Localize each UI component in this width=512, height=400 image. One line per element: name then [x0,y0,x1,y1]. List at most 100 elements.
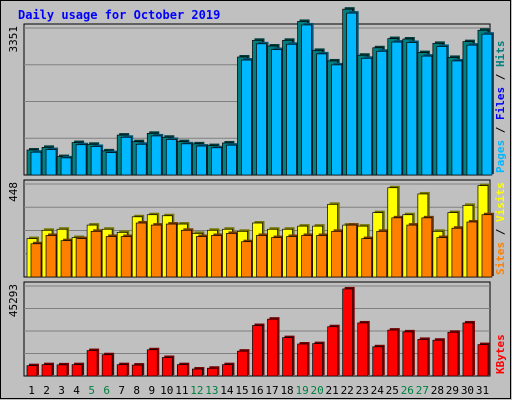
bar-sites-day-2 [45,235,57,278]
panel-max-label: 3351 [7,26,20,53]
bar-kbytes-day-10 [161,357,173,377]
bar-sites-day-20 [316,235,327,278]
bar-files-day-11 [180,143,192,176]
bar-sites-day-6 [105,236,117,278]
x-tick-label-day-28: 28 [431,384,444,397]
bar-files-day-28 [436,46,448,176]
bar-files-day-23 [361,57,373,176]
x-tick-label-day-11: 11 [175,384,188,397]
bar-sites-day-15 [241,241,252,278]
bar-sites-day-30 [466,221,478,278]
bar-sites-day-9 [150,224,162,278]
x-tick-label-day-25: 25 [386,384,399,397]
bar-sites-day-10 [165,223,177,278]
bar-sites-day-4 [75,238,87,278]
bar-sites-day-27 [421,217,433,278]
panel-side-legend: KBytes [494,334,507,374]
panel-max-label: 45293 [7,284,20,317]
legend-visits: Visits [494,182,507,222]
bar-sites-day-26 [406,224,418,278]
x-tick-label-day-12: 12 [190,384,203,397]
x-tick-label-day-10: 10 [160,384,173,397]
bar-sites-day-19 [301,235,312,278]
bar-kbytes-day-18 [282,337,293,377]
bar-kbytes-day-23 [357,322,369,377]
bar-files-day-17 [271,49,282,176]
x-tick-label-day-16: 16 [250,384,263,397]
bar-files-day-18 [286,43,297,176]
bar-sites-day-11 [180,229,192,278]
bar-sites-day-25 [391,217,403,278]
x-tick-label-day-6: 6 [103,384,110,397]
bar-files-day-24 [376,50,388,176]
x-tick-label-day-26: 26 [401,384,414,397]
legend-files: Files [494,87,507,120]
bar-kbytes-day-13 [207,367,218,377]
bar-files-day-29 [451,60,463,176]
bar-kbytes-day-1 [26,365,38,377]
x-tick-label-day-9: 9 [148,384,155,397]
x-tick-label-day-17: 17 [265,384,278,397]
bar-files-day-10 [165,139,177,176]
bar-files-day-30 [466,44,478,176]
bar-files-day-6 [105,152,117,176]
x-tick-label-day-24: 24 [371,384,385,397]
legend-separator: / [494,120,507,140]
legend-kbytes: KBytes [494,334,507,374]
bar-files-day-14 [226,144,237,176]
panel-hits-files: 3351 Pages / Files / Hits [7,7,507,176]
bar-sites-day-18 [286,236,297,278]
bar-files-day-25 [391,41,403,176]
x-tick-label-day-15: 15 [235,384,248,397]
bar-kbytes-day-3 [56,364,68,377]
bar-kbytes-day-30 [462,322,474,377]
legend-pages: Pages [494,140,507,173]
bar-sites-day-13 [211,235,222,278]
x-tick-label-day-30: 30 [461,384,474,397]
bar-kbytes-day-17 [267,318,278,377]
bar-files-day-7 [120,136,132,176]
x-tick-label-day-27: 27 [416,384,429,397]
x-tick-label-day-19: 19 [295,384,308,397]
bar-kbytes-day-21 [327,326,338,377]
x-tick-label-day-2: 2 [43,384,50,397]
bar-files-day-1 [30,151,42,176]
bar-kbytes-day-22 [342,288,354,377]
x-tick-label-day-1: 1 [28,384,35,397]
legend-sites: Sites [494,242,507,275]
bar-kbytes-day-20 [312,343,323,377]
bar-files-day-27 [421,55,433,176]
bar-sites-day-5 [90,230,102,278]
bar-kbytes-day-24 [372,346,384,377]
bar-sites-day-17 [271,237,282,278]
x-tick-label-day-7: 7 [118,384,125,397]
legend-separator: / [494,67,507,87]
bar-sites-day-24 [376,230,388,278]
bar-kbytes-day-14 [222,364,233,377]
bar-files-day-21 [331,64,342,176]
chart-title: Daily usage for October 2019 [18,8,220,22]
bar-files-day-22 [346,12,358,176]
bar-kbytes-day-12 [192,368,203,377]
bar-kbytes-day-5 [86,350,98,377]
bar-files-day-12 [196,145,207,176]
bar-sites-day-31 [481,214,493,278]
bar-sites-day-1 [30,243,42,278]
bar-files-day-15 [241,59,252,176]
bar-sites-day-7 [120,236,132,278]
panel-side-legend: Pages / Files / Hits [494,41,507,174]
bar-kbytes-day-2 [41,364,53,377]
x-tick-label-day-4: 4 [73,384,80,397]
bar-sites-day-28 [436,237,448,278]
bar-kbytes-day-25 [387,329,399,377]
bar-sites-day-16 [256,235,267,278]
bar-files-day-16 [256,43,267,176]
bar-files-day-26 [406,42,418,176]
bar-kbytes-day-4 [71,364,83,377]
bar-kbytes-day-28 [432,339,444,377]
bar-kbytes-day-29 [447,331,459,377]
bar-files-day-5 [90,146,102,176]
bar-files-day-9 [150,135,162,176]
